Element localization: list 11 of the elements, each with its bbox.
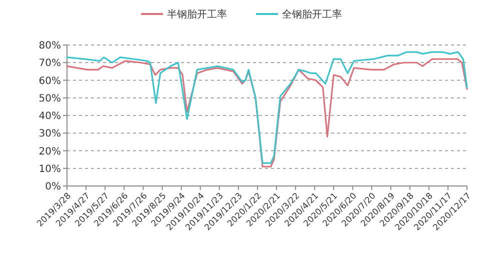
- y-tick-label: 60%: [38, 76, 61, 87]
- legend-label: 全钢胎开工率: [282, 8, 342, 20]
- y-tick-label: 70%: [38, 58, 61, 70]
- y-tick-label: 20%: [38, 146, 61, 158]
- y-tick-label: 50%: [38, 93, 61, 104]
- y-tick-label: 40%: [38, 111, 61, 122]
- y-tick-label: 0%: [45, 182, 61, 192]
- y-tick-label: 80%: [38, 40, 61, 52]
- legend-label: 半钢胎开工率: [167, 8, 227, 20]
- y-tick-label: 10%: [38, 164, 61, 175]
- y-tick-label: 30%: [38, 128, 61, 140]
